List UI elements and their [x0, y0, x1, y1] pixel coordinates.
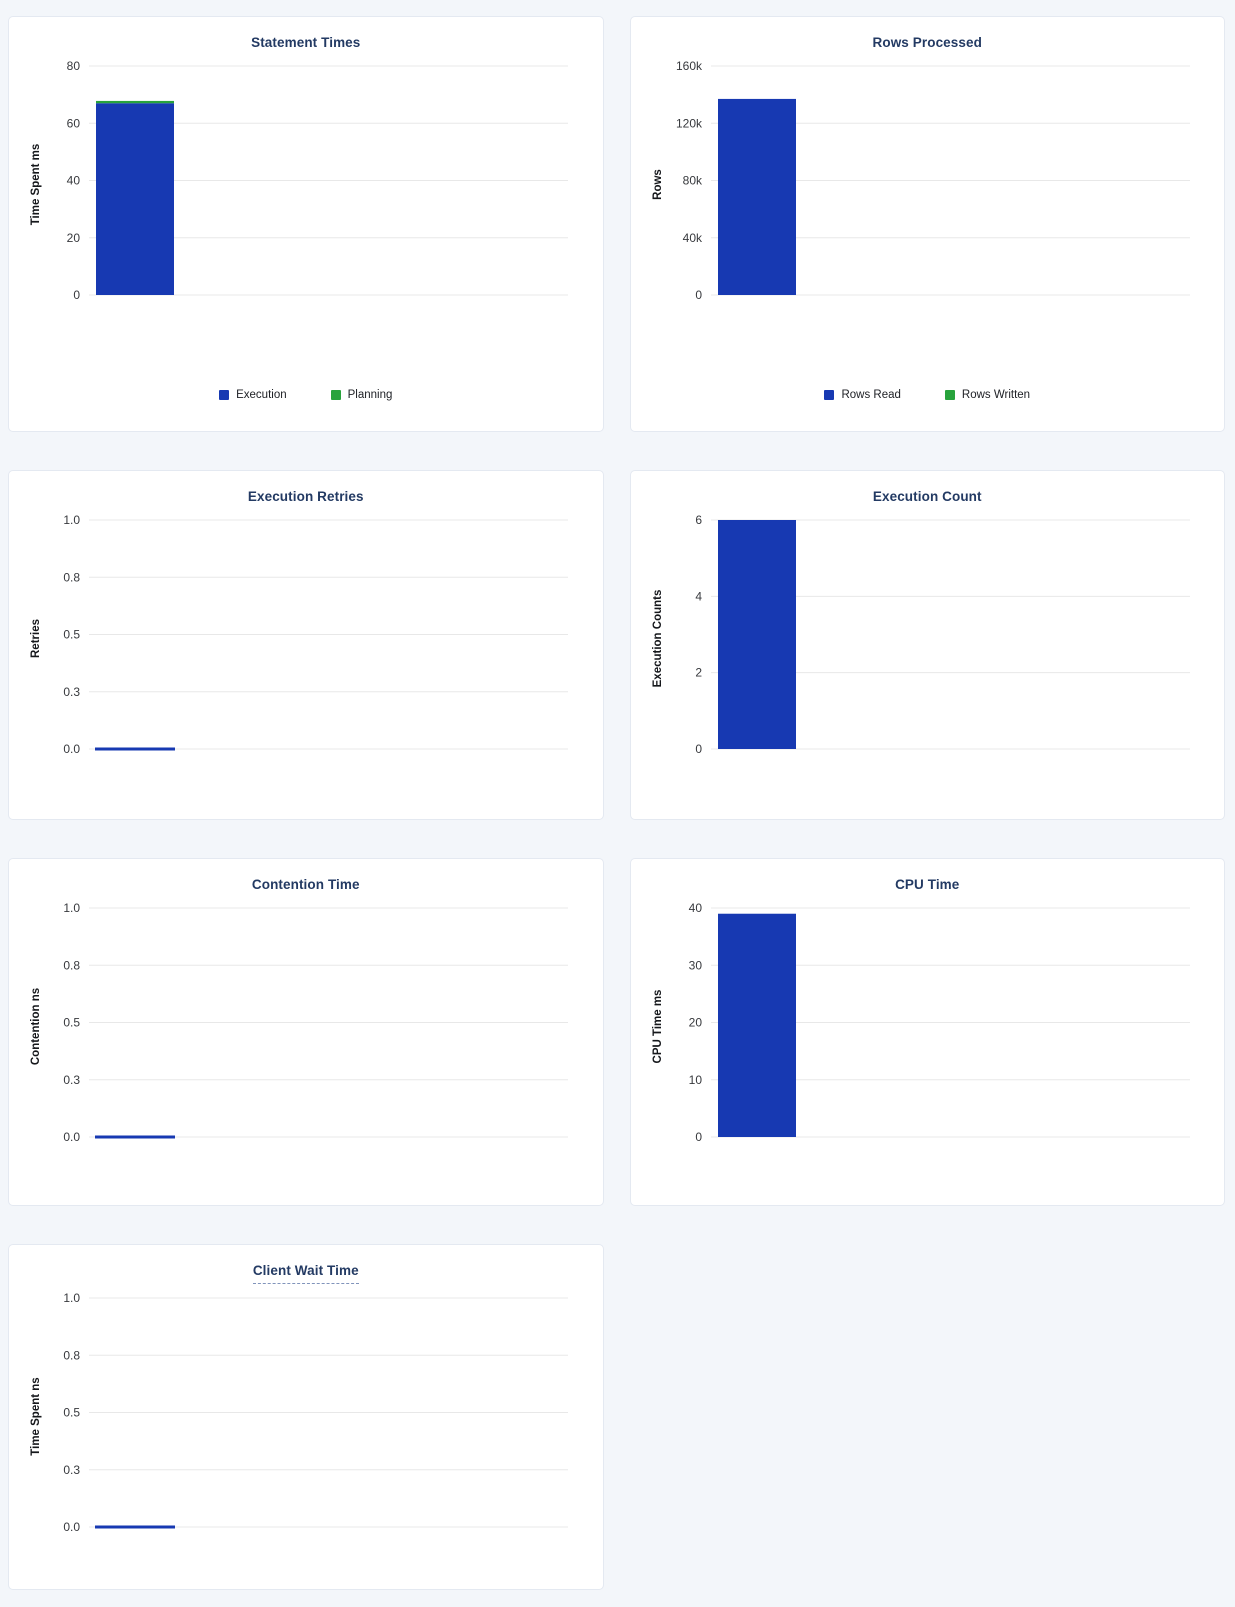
y-tick-label: 20 — [688, 1016, 702, 1030]
y-tick-label: 60 — [67, 116, 81, 130]
y-tick-label: 80k — [682, 174, 702, 188]
y-tick-label: 0.0 — [63, 1130, 80, 1142]
y-axis-label: Execution Counts — [652, 590, 664, 688]
y-tick-label: 20 — [67, 231, 81, 245]
y-tick-label: 160k — [675, 59, 702, 73]
chart-title-row: Rows Processed — [631, 33, 1225, 52]
legend-swatch — [824, 390, 835, 400]
y-tick-label: 0 — [695, 288, 702, 300]
y-tick-label: 0.5 — [63, 1406, 80, 1420]
y-tick-label: 1.0 — [63, 901, 80, 915]
chart-legend: Rows Read Rows Written — [631, 389, 1225, 401]
chart-title: Statement Times — [251, 35, 361, 50]
legend-item-rows-read[interactable]: Rows Read — [824, 389, 901, 401]
legend-swatch — [219, 390, 230, 400]
bar-execution-count[interactable] — [717, 520, 796, 749]
chart-title-row: Execution Count — [631, 487, 1225, 506]
y-tick-label: 0 — [695, 1130, 702, 1142]
bar-chart-canvas: 0 2 4 6 Execution Counts — [652, 513, 1190, 754]
chart-card-rows-processed: Rows Processed 0 40k 80k 120k 160k Rows Rows … — [629, 16, 1225, 432]
y-axis-label: Retries — [30, 619, 42, 658]
y-tick-label: 0.8 — [63, 1348, 80, 1362]
chart-title: Execution Retries — [247, 489, 364, 504]
chart-card-statement-times: Statement Times 0 20 40 60 80 Time Spent ms E… — [8, 16, 604, 432]
y-tick-label: 0.0 — [63, 1520, 80, 1532]
y-tick-label: 40 — [67, 174, 81, 188]
y-axis-label: Time Spent ms — [30, 144, 42, 226]
chart-card-cpu-time: CPU Time 0 10 20 30 40 CPU Time ms — [629, 858, 1225, 1206]
chart-title-row: Client Wait Time — [9, 1261, 603, 1284]
bar-chart-canvas: 0.0 0.3 0.5 0.8 1.0 Contention ns — [30, 901, 568, 1142]
chart-title[interactable]: Client Wait Time — [252, 1261, 359, 1284]
bar-chart-canvas: 0.0 0.3 0.5 0.8 1.0 Retries — [30, 513, 568, 754]
y-tick-label: 30 — [688, 958, 702, 972]
y-tick-label: 0.8 — [63, 958, 80, 972]
chart-card-client-wait-time: Client Wait Time 0.0 0.3 0.5 0.8 1.0 Time Spe… — [8, 1244, 604, 1590]
chart-card-contention-time: Contention Time 0.0 0.3 0.5 0.8 1.0 Contentio… — [8, 858, 604, 1206]
y-axis-label: Contention ns — [30, 988, 42, 1065]
y-tick-label: 0.0 — [63, 742, 80, 754]
chart-title: Execution Count — [872, 489, 982, 504]
legend-item-planning[interactable]: Planning — [330, 389, 393, 401]
bar-execution[interactable] — [96, 103, 174, 296]
y-tick-label: 40k — [682, 231, 702, 245]
chart-title: Contention Time — [251, 877, 360, 892]
chart-title: Rows Processed — [872, 35, 982, 50]
y-tick-label: 0.3 — [63, 685, 80, 699]
bar-rows-read[interactable] — [717, 98, 796, 295]
y-tick-label: 1.0 — [63, 1291, 80, 1305]
legend-item-rows-written[interactable]: Rows Written — [944, 389, 1031, 401]
chart-title-row: CPU Time — [631, 875, 1225, 894]
y-tick-label: 0.8 — [63, 570, 80, 584]
chart-card-execution-count: Execution Count 0 2 4 6 Execution Counts — [629, 470, 1225, 820]
bar-chart-canvas: 0 20 40 60 80 Time Spent ms — [30, 59, 568, 300]
legend-label: Execution — [236, 389, 287, 401]
y-tick-label: 0.5 — [63, 1016, 80, 1030]
legend-label: Rows Written — [961, 389, 1031, 401]
y-tick-label: 6 — [695, 513, 702, 527]
y-tick-label: 1.0 — [63, 513, 80, 527]
bar-chart-canvas: 0.0 0.3 0.5 0.8 1.0 Time Spent ns — [30, 1291, 568, 1532]
bar-chart-canvas: 0 10 20 30 40 CPU Time ms — [652, 901, 1190, 1142]
y-tick-label: 120k — [675, 116, 702, 130]
y-tick-label: 4 — [695, 589, 702, 603]
chart-legend: Execution Planning — [9, 389, 603, 401]
y-tick-label: 10 — [688, 1073, 702, 1087]
y-axis-label: Time Spent ns — [30, 1377, 42, 1455]
legend-item-execution[interactable]: Execution — [219, 389, 287, 401]
y-axis-label: CPU Time ms — [652, 990, 664, 1064]
y-tick-label: 0.5 — [63, 628, 80, 642]
legend-swatch — [944, 390, 955, 400]
legend-label: Rows Read — [841, 389, 901, 401]
y-tick-label: 40 — [688, 901, 702, 915]
chart-title-row: Contention Time — [9, 875, 603, 894]
y-tick-label: 2 — [695, 666, 702, 680]
y-tick-label: 0 — [73, 288, 80, 300]
y-tick-label: 0.3 — [63, 1073, 80, 1087]
chart-title: CPU Time — [895, 877, 960, 892]
chart-title-row: Execution Retries — [9, 487, 603, 506]
legend-swatch — [330, 390, 341, 400]
legend-label: Planning — [347, 389, 393, 401]
chart-title-row: Statement Times — [9, 33, 603, 52]
bar-planning[interactable] — [96, 100, 174, 104]
y-tick-label: 0.3 — [63, 1463, 80, 1477]
chart-card-execution-retries: Execution Retries 0.0 0.3 0.5 0.8 1.0 Retries — [8, 470, 604, 820]
y-tick-label: 80 — [67, 59, 81, 73]
y-tick-label: 0 — [695, 742, 702, 754]
bar-chart-canvas: 0 40k 80k 120k 160k Rows — [652, 59, 1190, 300]
bar-cpu-time[interactable] — [717, 913, 796, 1137]
y-axis-label: Rows — [652, 169, 664, 200]
